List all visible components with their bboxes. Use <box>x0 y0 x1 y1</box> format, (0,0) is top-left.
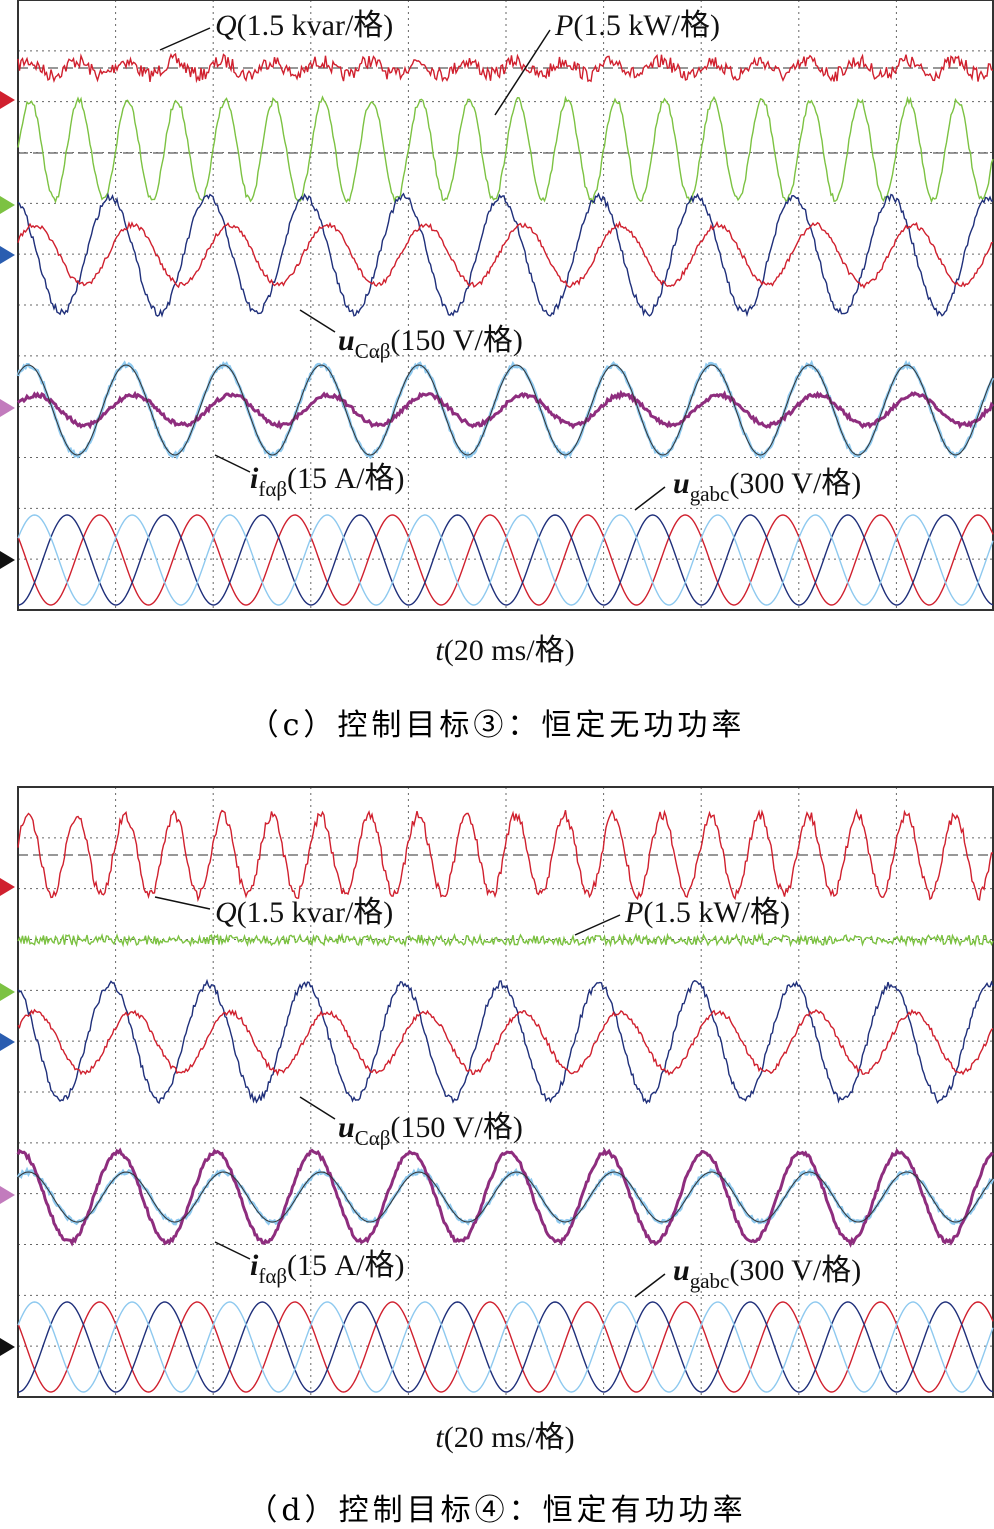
waveform-label: Q(1.5 kvar/格) <box>215 896 393 929</box>
label-subscript: Cαβ <box>355 339 391 363</box>
label-unit: (150 V/格) <box>390 1111 522 1144</box>
figure-caption: （d）控制目标④：恒定有功功率 <box>247 1493 746 1528</box>
channel-marker <box>0 196 15 214</box>
leader-line <box>214 1241 251 1260</box>
label-symbol: i <box>250 1249 259 1282</box>
label-symbol: Q <box>215 896 237 929</box>
waveform-label: uCαβ(150 V/格) <box>338 324 523 363</box>
waveform-label: ifαβ(15 A/格) <box>250 462 405 501</box>
label-symbol: u <box>338 324 355 357</box>
label-subscript: fαβ <box>258 1264 287 1288</box>
leader-line <box>214 454 251 473</box>
waveform-label: ugabc(300 V/格) <box>673 1254 861 1293</box>
label-unit: (300 V/格) <box>729 1254 861 1287</box>
waveform <box>16 1147 994 1248</box>
axis-unit: (20 ms/格) <box>444 1421 575 1454</box>
leader-line <box>154 896 211 910</box>
screen-frame <box>17 786 994 1398</box>
waveform <box>17 192 994 318</box>
axis-label: t(20 ms/格) <box>435 1421 574 1454</box>
label-unit: (150 V/格) <box>390 324 522 357</box>
label-symbol: u <box>338 1111 355 1144</box>
axis-label: t(20 ms/格) <box>435 634 574 667</box>
waveform <box>17 978 994 1105</box>
waveform <box>17 932 994 948</box>
leader-line <box>494 29 551 116</box>
waveform-label: uCαβ(150 V/格) <box>338 1111 523 1150</box>
waveform <box>17 1301 994 1393</box>
label-subscript: gabc <box>690 482 730 506</box>
waveform <box>17 52 994 84</box>
label-symbol: i <box>250 462 259 495</box>
oscilloscope-panel: Q(1.5 kvar/格) P(1.5 kW/格)uCαβ(150 V/格)ifα… <box>0 786 994 1528</box>
waveform-label: ugabc(300 V/格) <box>673 467 861 506</box>
label-subscript: Cαβ <box>355 1126 391 1150</box>
waveform <box>17 1301 994 1393</box>
axis-symbol: t <box>435 634 444 667</box>
figure-caption: （c）控制目标③：恒定无功功率 <box>249 708 746 743</box>
leader-line <box>574 914 621 936</box>
leader-line <box>299 309 336 333</box>
label-unit: (1.5 kvar/格) <box>237 896 394 929</box>
leader-line <box>634 486 666 511</box>
waveform <box>17 514 994 606</box>
channel-marker <box>0 1186 15 1204</box>
label-subscript: fαβ <box>258 477 287 501</box>
label-subscript: gabc <box>690 1269 730 1293</box>
label-symbol: u <box>673 467 690 500</box>
channel-marker <box>0 983 15 1001</box>
waveform-label: P(1.5 kW/格) <box>554 9 720 42</box>
waveform <box>17 514 994 606</box>
label-unit: (1.5 kvar/格) <box>237 9 394 42</box>
channel-marker <box>0 1338 15 1356</box>
waveform <box>17 514 994 606</box>
channel-marker <box>0 246 15 264</box>
waveform-label: Q(1.5 kvar/格) <box>215 9 393 42</box>
channel-marker <box>0 399 15 417</box>
channel-marker <box>0 551 15 569</box>
waveform <box>17 1171 994 1223</box>
label-unit: (15 A/格) <box>287 1249 404 1282</box>
leader-line <box>299 1096 336 1120</box>
waveform <box>17 95 994 205</box>
channel-marker <box>0 878 15 896</box>
axis-symbol: t <box>435 1421 444 1454</box>
waveform <box>17 1008 994 1077</box>
screen-frame <box>17 0 994 611</box>
label-unit: (1.5 kW/格) <box>643 896 790 929</box>
oscilloscope-panel: Q(1.5 kvar/格) P(1.5 kW/格)uCαβ(150 V/格)ifα… <box>0 0 994 743</box>
channel-marker <box>0 1033 15 1051</box>
label-symbol: P <box>554 9 573 42</box>
waveform <box>17 1301 994 1393</box>
label-unit: (15 A/格) <box>287 462 404 495</box>
waveform <box>17 364 994 456</box>
label-symbol: Q <box>215 9 237 42</box>
waveform <box>17 220 994 289</box>
waveform-label: P(1.5 kW/格) <box>624 896 790 929</box>
waveform-label: ifαβ(15 A/格) <box>250 1249 405 1288</box>
leader-line <box>159 27 211 51</box>
label-unit: (1.5 kW/格) <box>573 9 720 42</box>
waveform <box>17 808 994 903</box>
leader-line <box>634 1273 666 1298</box>
label-symbol: P <box>624 896 643 929</box>
channel-marker <box>0 91 15 109</box>
label-unit: (300 V/格) <box>729 467 861 500</box>
axis-unit: (20 ms/格) <box>444 634 575 667</box>
label-symbol: u <box>673 1254 690 1287</box>
